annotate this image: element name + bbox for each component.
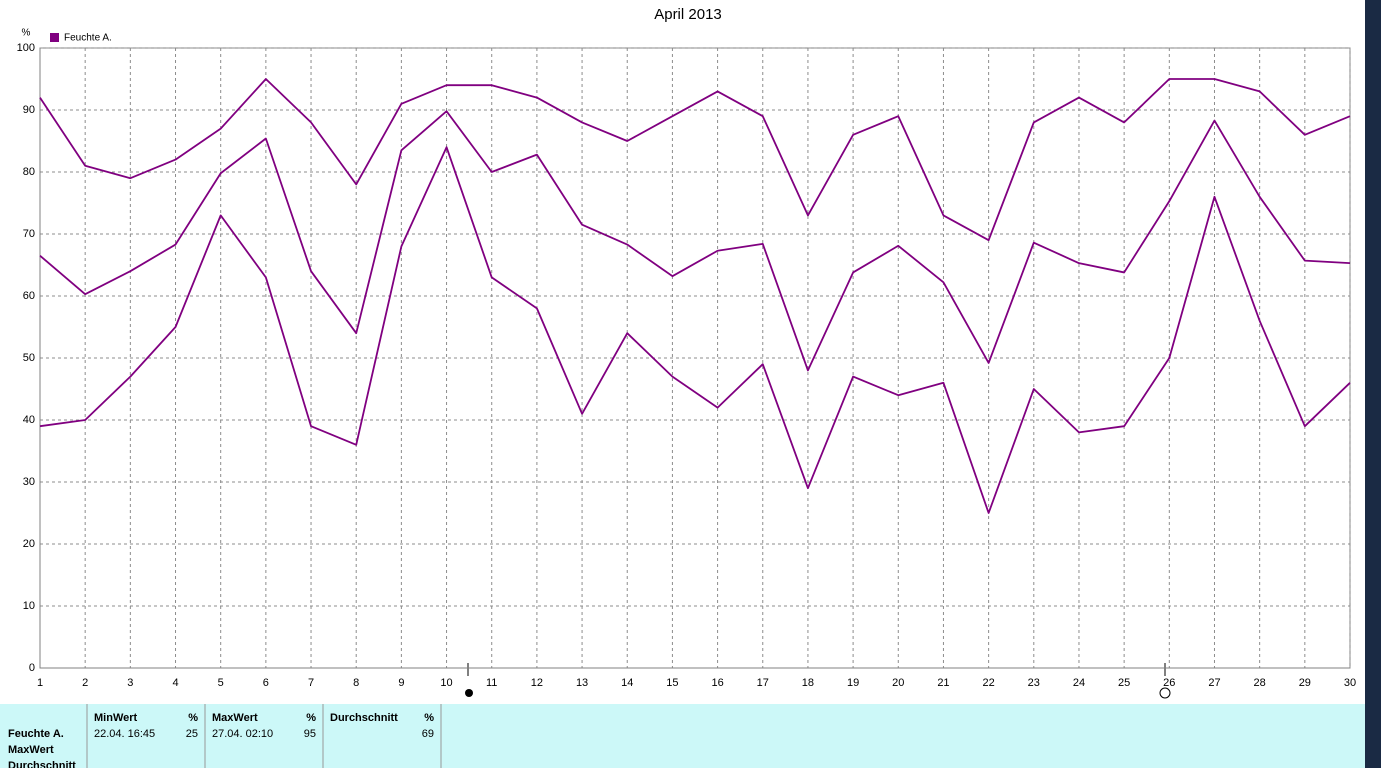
x-tick-label: 24 [1073, 677, 1085, 689]
x-tick-label: 14 [621, 677, 633, 689]
x-tick-label: 1 [37, 677, 43, 689]
x-tick-label: 4 [172, 677, 178, 689]
x-tick-label: 30 [1344, 677, 1356, 689]
x-tick-label: 25 [1118, 677, 1130, 689]
y-tick-label: 0 [29, 662, 35, 674]
x-tick-label: 13 [576, 677, 588, 689]
y-tick-label: 80 [23, 166, 35, 178]
column-unit: % [424, 712, 434, 724]
x-tick-label: 6 [263, 677, 269, 689]
row-label: Feuchte A. [8, 728, 64, 740]
y-tick-label: 40 [23, 414, 35, 426]
x-tick-label: 22 [982, 677, 994, 689]
x-tick-label: 16 [711, 677, 723, 689]
y-axis-label: % [22, 28, 31, 39]
y-tick-label: 60 [23, 290, 35, 302]
x-tick-label: 17 [757, 677, 769, 689]
data-line [39, 146, 1351, 514]
row-label: Durchschnitt [8, 760, 76, 768]
cell-value: 69 [422, 728, 434, 740]
data-line [39, 110, 1351, 372]
data-line [39, 78, 1351, 242]
x-tick-label: 11 [486, 677, 497, 689]
x-tick-label: 29 [1299, 677, 1311, 689]
column-header: Durchschnitt [330, 712, 398, 724]
y-tick-label: 20 [23, 538, 35, 550]
x-tick-label: 5 [218, 677, 224, 689]
y-tick-label: 10 [23, 600, 35, 612]
chart-title: April 2013 [654, 6, 722, 23]
x-tick-label: 2 [82, 677, 88, 689]
x-tick-label: 23 [1028, 677, 1040, 689]
x-tick-label: 18 [802, 677, 814, 689]
stats-table [0, 704, 1365, 768]
x-tick-label: 15 [666, 677, 678, 689]
x-tick-label: 10 [440, 677, 452, 689]
legend-key [50, 33, 59, 42]
row-label: MaxWert [8, 744, 54, 756]
column-unit: % [188, 712, 198, 724]
cursor-handle [1159, 687, 1171, 699]
x-tick-label: 21 [937, 677, 949, 689]
x-tick-label: 12 [531, 677, 543, 689]
x-tick-label: 20 [892, 677, 904, 689]
legend-label: Feuchte A. [64, 33, 112, 44]
y-tick-label: 100 [17, 42, 35, 54]
cell-value: 95 [304, 728, 316, 740]
column-header: MaxWert [212, 712, 258, 724]
y-tick-label: 30 [23, 476, 35, 488]
window-edge [1365, 0, 1381, 768]
x-tick-label: 27 [1208, 677, 1220, 689]
x-tick-label: 28 [1254, 677, 1266, 689]
column-header: MinWert [94, 712, 138, 724]
y-tick-label: 50 [23, 352, 35, 364]
column-unit: % [306, 712, 316, 724]
x-tick-label: 3 [127, 677, 133, 689]
x-tick-label: 8 [353, 677, 359, 689]
cell-time: 22.04. 16:45 [94, 728, 155, 740]
cell-value: 25 [186, 728, 198, 740]
y-tick-label: 70 [23, 228, 35, 240]
x-tick-label: 26 [1163, 677, 1175, 689]
cursor-handle [465, 689, 473, 697]
cell-time: 27.04. 02:10 [212, 728, 273, 740]
x-tick-label: 7 [308, 677, 314, 689]
x-tick-label: 9 [398, 677, 404, 689]
x-tick-label: 19 [847, 677, 859, 689]
y-tick-label: 90 [23, 104, 35, 116]
